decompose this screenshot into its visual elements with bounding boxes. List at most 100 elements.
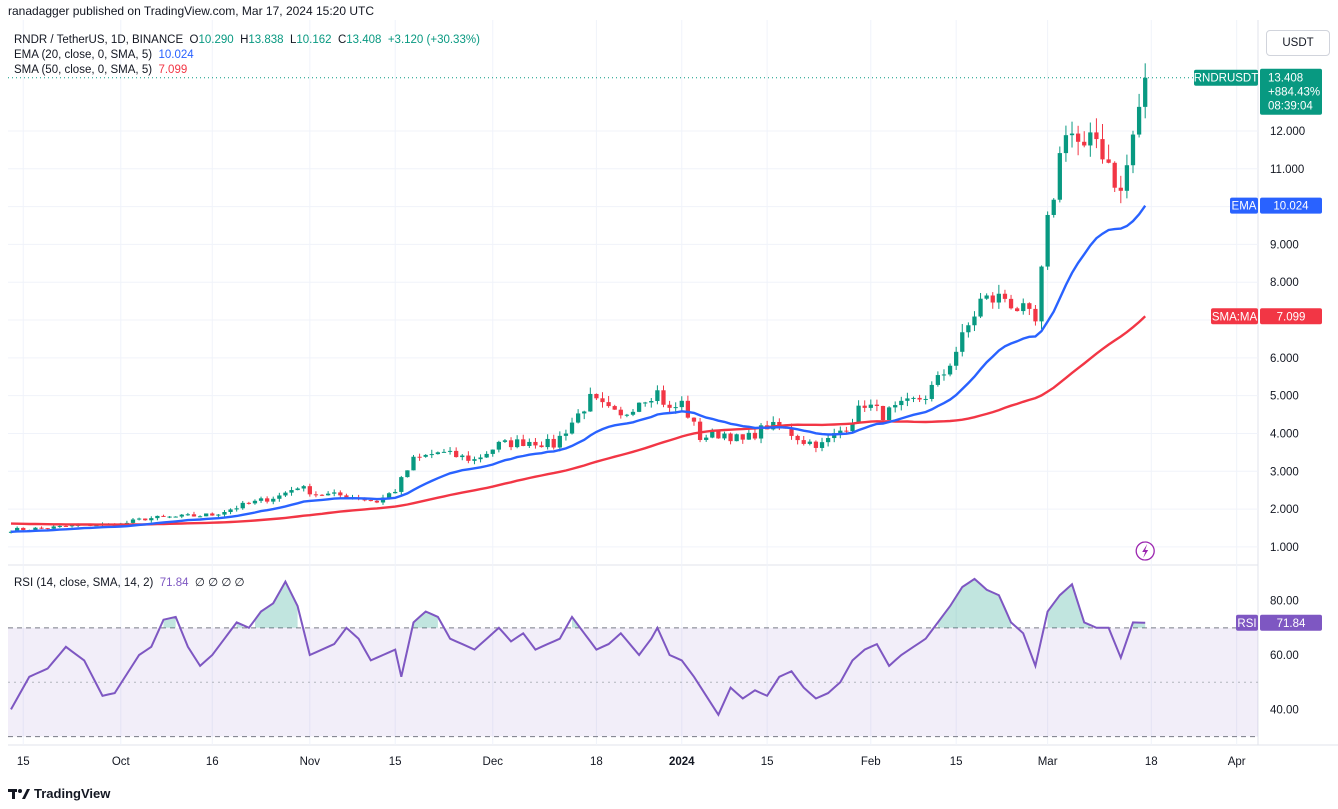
candle-body (484, 453, 489, 458)
time-tick-label: 15 (761, 756, 774, 768)
candle-body (136, 518, 142, 520)
candle-body (911, 397, 916, 399)
candle-body (149, 518, 154, 521)
candle-body (411, 456, 416, 471)
candle-body (691, 417, 697, 422)
candle-body (1002, 293, 1008, 299)
time-tick-label: 15 (17, 756, 30, 768)
candle-body (204, 513, 209, 517)
candle-body (197, 516, 203, 518)
candle-body (1082, 141, 1087, 146)
ema-legend-label[interactable]: EMA (20, close, 0, SMA, 5) (14, 49, 153, 61)
price-tick-label: 11.000 (1270, 164, 1304, 176)
candle-body (374, 500, 380, 503)
time-tick-label: Feb (861, 756, 881, 768)
candle-body (1075, 133, 1081, 142)
sma-legend-label[interactable]: SMA (50, close, 0, SMA, 5) (14, 64, 153, 76)
candle-body (966, 325, 971, 333)
price-tick-label: 3.000 (1270, 466, 1299, 478)
close-label: C (337, 34, 347, 46)
candle-body (880, 405, 886, 421)
candle-body (905, 398, 910, 401)
candle-body (252, 500, 258, 504)
ema-line (10, 205, 1147, 533)
candle-body (685, 400, 691, 418)
candle-body (454, 450, 459, 458)
rsi-legend-extra: ∅ ∅ ∅ ∅ (194, 577, 245, 589)
candle-body (368, 500, 373, 502)
rsi-legend-label[interactable]: RSI (14, close, SMA, 14, 2) (14, 577, 154, 589)
candle-body (954, 351, 959, 366)
candle-body (490, 449, 495, 454)
rsi-overbought-fill (1133, 622, 1146, 628)
candle-body (947, 365, 953, 375)
close-value: 13.408 (346, 34, 382, 46)
last-price-label: 13.408 (1268, 73, 1303, 85)
candle-body (179, 514, 184, 517)
candle-body (874, 404, 880, 406)
currency-button[interactable]: USDT (1266, 30, 1330, 56)
candle-body (1136, 106, 1142, 135)
candle-body (923, 398, 928, 400)
rsi-overbought-fill (413, 611, 438, 628)
candle-body (1143, 77, 1148, 107)
candle-body (325, 493, 331, 496)
candle-body (521, 439, 526, 446)
sma-line (10, 315, 1147, 526)
rsi-overbought-fill (937, 578, 1011, 628)
candle-body (643, 402, 648, 404)
candle-body (33, 527, 38, 531)
candle-body (265, 498, 270, 502)
candle-body (1100, 139, 1105, 160)
candle-body (478, 457, 483, 460)
candle-body (399, 477, 404, 492)
candle-body (429, 454, 434, 456)
candle-body (594, 393, 599, 399)
price-tick-label: 9.000 (1270, 239, 1299, 251)
candle-body (893, 405, 898, 408)
price-tick-label: 2.000 (1270, 504, 1299, 516)
candle-body (447, 450, 453, 452)
candle-body (161, 515, 166, 517)
candle-body (655, 390, 660, 402)
time-tick-label: Mar (1038, 756, 1058, 768)
candle-body (1057, 153, 1062, 200)
tradingview-brand[interactable]: TradingView (8, 786, 110, 801)
candle-body (929, 384, 934, 399)
open-value: 10.290 (198, 34, 234, 46)
ema-price-tag-bg (1230, 197, 1258, 214)
candle-body (508, 440, 514, 448)
candle-body (649, 401, 654, 403)
sma-value-tag: 7.099 (1277, 311, 1306, 323)
candle-body (1063, 135, 1069, 154)
price-tick-label: 1.000 (1270, 542, 1299, 554)
candle-body (277, 495, 282, 499)
ema-price-tag: EMA (1232, 201, 1257, 213)
candle-body (417, 456, 422, 458)
candle-body (435, 452, 441, 455)
candle-body (844, 430, 849, 432)
symbol-title[interactable]: RNDR / TetherUS, 1D, BINANCE (14, 34, 184, 46)
time-tick-label: Oct (112, 756, 131, 768)
candle-body (216, 514, 221, 516)
candle-body (984, 295, 989, 299)
candle-body (990, 295, 995, 303)
high-value: 13.838 (248, 34, 284, 46)
candle-body (825, 438, 831, 443)
high-label: H (240, 34, 249, 46)
candle-body (362, 499, 367, 501)
candle-body (752, 432, 758, 439)
low-value: 10.162 (296, 34, 332, 46)
time-tick-label: 15 (389, 756, 402, 768)
candle-body (258, 498, 264, 501)
candle-body (533, 441, 538, 446)
candle-body (545, 438, 550, 448)
candle-body (1124, 165, 1130, 191)
price-tick-label: 8.000 (1270, 277, 1299, 289)
candle-body (569, 422, 575, 434)
candle-body (624, 414, 630, 416)
rsi-tick-label: 80.00 (1270, 596, 1299, 608)
candle-body (539, 445, 544, 448)
candle-body (972, 316, 977, 326)
